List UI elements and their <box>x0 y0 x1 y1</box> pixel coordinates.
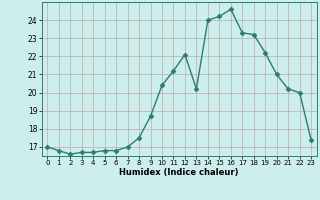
X-axis label: Humidex (Indice chaleur): Humidex (Indice chaleur) <box>119 168 239 177</box>
